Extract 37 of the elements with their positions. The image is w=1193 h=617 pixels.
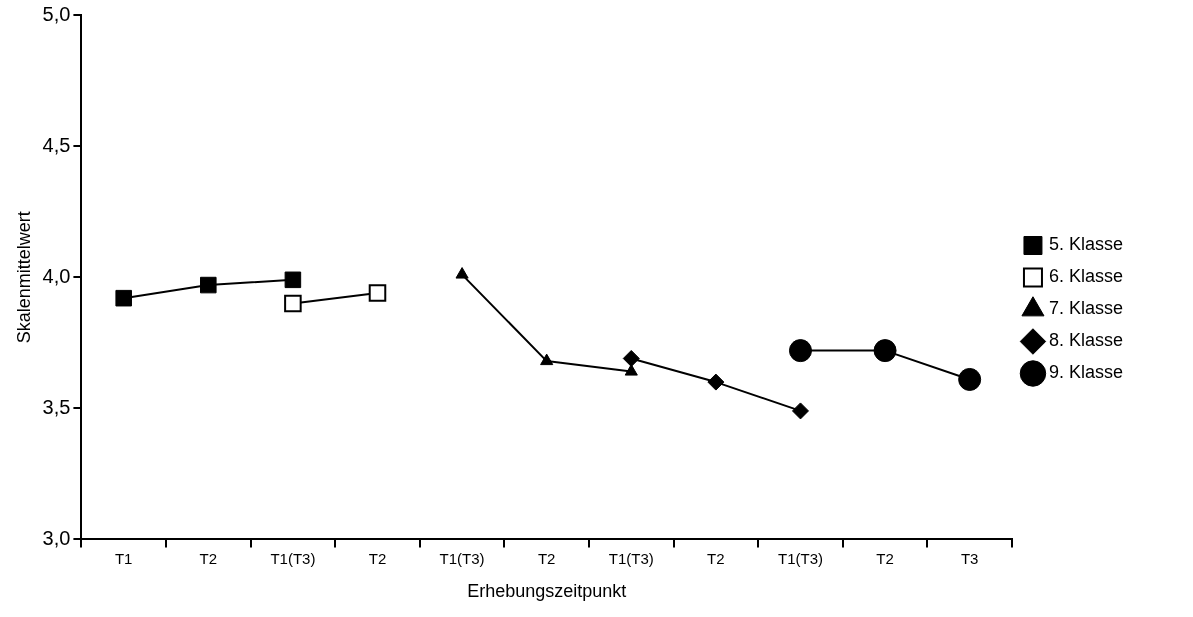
x-tick-label: T3: [960, 549, 979, 567]
point: [791, 402, 809, 420]
point: [707, 373, 725, 391]
y-tick-label: 3,5: [42, 395, 71, 418]
y-tick-label: 5,0: [42, 2, 71, 25]
legend-label: 6. Klasse: [1048, 266, 1124, 287]
y-axis-title: Skalenmittelwert: [13, 211, 34, 344]
point: [958, 367, 982, 391]
legend-label: 5. Klasse: [1048, 234, 1124, 255]
x-tick-label: T2: [368, 549, 387, 567]
x-tick-label: T2: [707, 549, 725, 567]
legend-label: 9. Klasse: [1048, 362, 1124, 383]
point: [873, 339, 897, 363]
point: [624, 364, 638, 376]
point: [284, 294, 302, 313]
point: [284, 271, 302, 289]
x-tick-label: T2: [537, 549, 556, 567]
x-tick-label: T1(T3): [608, 549, 654, 567]
x-tick-label: T1(T3): [777, 549, 823, 567]
point: [622, 349, 640, 367]
point: [200, 276, 217, 294]
y-tick-label: 3,0: [42, 526, 71, 549]
x-tick-label: T2: [876, 549, 894, 567]
legend-label: 7. Klasse: [1048, 298, 1124, 319]
point: [455, 267, 469, 279]
point: [115, 289, 132, 307]
x-tick-label: T1: [114, 549, 133, 567]
legend-label: 8. Klasse: [1048, 330, 1124, 351]
y-tick-label: 4,0: [42, 264, 71, 287]
x-tick-label: T1(T3): [270, 549, 316, 567]
point: [788, 339, 812, 363]
x-tick-label: T2: [199, 549, 218, 567]
x-axis-title: Erhebungszeitpunkt: [467, 581, 627, 602]
y-tick-label: 4,5: [42, 133, 71, 156]
x-tick-label: T1(T3): [439, 549, 485, 567]
point: [368, 284, 387, 302]
point: [540, 353, 554, 366]
